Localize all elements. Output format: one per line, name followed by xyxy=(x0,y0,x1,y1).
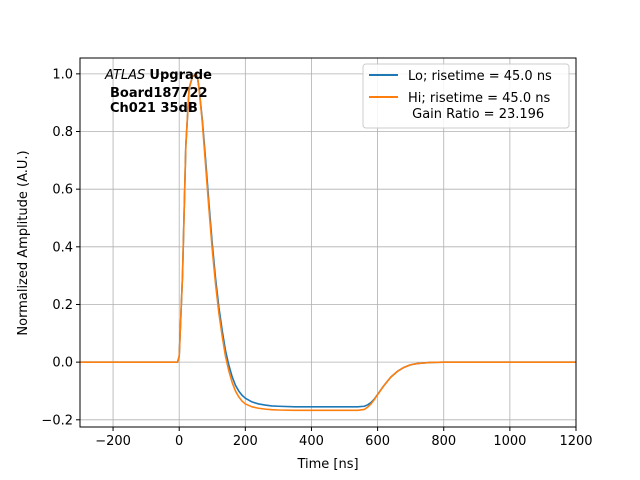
series-lines xyxy=(80,73,576,412)
x-tick-label: 400 xyxy=(299,434,324,449)
x-tick-label: 200 xyxy=(233,434,258,449)
x-tick-label: 1000 xyxy=(493,434,526,449)
legend-box xyxy=(362,63,570,129)
y-tick-label: 0.2 xyxy=(52,298,73,313)
series-hi-line xyxy=(80,73,576,412)
axis-ticks: −200 0 200 400 600 800 1000 1200 −0.2 0.0 0.2 0.4 0.… xyxy=(41,67,592,449)
y-axis-title: Normalized Amplitude (A.U.) xyxy=(16,150,31,335)
upgrade-label: Upgrade xyxy=(149,68,212,83)
atlas-label: ATLAS xyxy=(104,68,145,83)
annotation-line-1: ATLAS Upgrade xyxy=(104,68,212,83)
channel-label: Ch021 35dB xyxy=(110,101,198,116)
x-tick-label: −200 xyxy=(95,434,131,449)
x-tick-label: 1200 xyxy=(559,434,592,449)
legend-hi-label: Hi; risetime = 45.0 ns Gain Ratio = 23.1… xyxy=(408,91,554,122)
x-axis-title: Time [ns] xyxy=(296,457,358,472)
y-tick-label: 0.0 xyxy=(52,356,73,371)
x-tick-label: 600 xyxy=(365,434,390,449)
board-label: Board187722 xyxy=(110,86,208,101)
y-tick-label: 1.0 xyxy=(52,67,73,82)
legend: Lo; risetime = 45.0 ns Hi; risetime = 45… xyxy=(362,63,570,129)
legend-hi-line-1: Hi; risetime = 45.0 ns xyxy=(408,91,550,106)
plot-frame xyxy=(79,57,577,428)
legend-lo-label: Lo; risetime = 45.0 ns xyxy=(408,69,552,84)
legend-hi-line-2: Gain Ratio = 23.196 xyxy=(408,107,544,122)
y-tick-label: −0.2 xyxy=(41,413,73,428)
y-tick-label: 0.6 xyxy=(52,183,73,198)
y-tick-label: 0.4 xyxy=(52,240,73,255)
x-tick-label: 800 xyxy=(431,434,456,449)
x-tick-label: 0 xyxy=(175,434,183,449)
atlas-annotation: ATLAS Upgrade Board187722 Ch021 35dB xyxy=(104,68,212,116)
y-tick-label: 0.8 xyxy=(52,125,73,140)
